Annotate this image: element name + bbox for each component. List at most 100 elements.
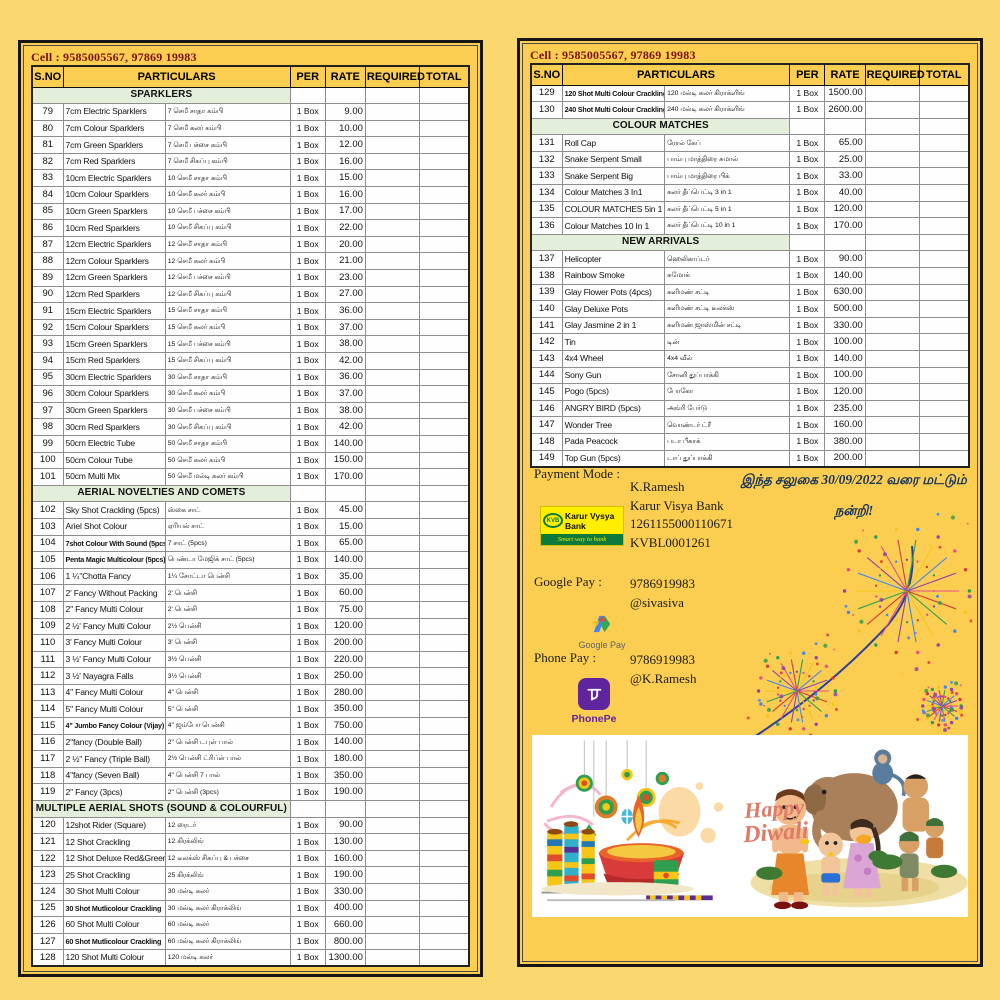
item-name-tamil: 3½ பென்சி (164, 650, 291, 669)
item-required-cell (364, 634, 420, 652)
item-name-tamil: 30 செமீ சிகப்பு கம்பி (164, 418, 291, 436)
item-row: 113 4'' Fancy Multi Colour 4" பென்சி 1 Box 2… (31, 683, 470, 702)
item-name-english: 12cm Electric Sparklers (62, 235, 166, 254)
item-name-english: Rainbow Smoke (561, 267, 666, 285)
item-per: 1 Box (789, 316, 826, 335)
phone-pay-label: Phone Pay : (534, 650, 597, 665)
item-sno: 147 (530, 416, 563, 434)
item-name-english: 30 Shot Mutlicolour Crackling (62, 899, 166, 918)
item-sno: 117 (31, 750, 64, 768)
item-row: 112 3 ½' Nayagra Falls 3½ பென்சி 1 Box 250.0… (31, 667, 470, 685)
item-required-cell (364, 600, 420, 619)
item-name-english: 10cm Green Sparklers (62, 202, 166, 221)
phone-pay-handle: @K.Ramesh (630, 671, 697, 686)
item-row: 105 Penta Magic Multicolour (5pcs) பெண்டா … (31, 551, 470, 569)
item-rate: 200.00 (324, 634, 366, 652)
item-name-tamil: 15 செமீ பச்சை கம்பி (164, 335, 291, 353)
item-rate: 15.00 (324, 169, 366, 188)
empty-rate-cell (824, 117, 866, 136)
kvb-bank-logo: KVB Karur Vysya Bank Smart way to bank (540, 506, 624, 546)
phone-pay-number: 9786919983 (630, 652, 695, 667)
item-total-cell (918, 217, 970, 235)
item-total-cell (418, 551, 470, 569)
item-name-english: 12cm Green Sparklers (62, 269, 166, 287)
item-name-english: 2''fancy (Double Ball) (62, 733, 166, 752)
bushes (756, 850, 958, 880)
item-name-english: 12 Shot Crackling (62, 833, 166, 851)
item-required-cell (864, 316, 920, 335)
item-row: 138 Rainbow Smoke சுமோக் 1 Box 140.00 (530, 267, 970, 285)
section-header: SPARKLERS (31, 86, 291, 105)
item-name-tamil: பாம்பு மாத்திரை சுமால் (664, 150, 791, 169)
item-name-english: Snake Serpent Big (561, 167, 666, 186)
item-per: 1 Box (289, 385, 326, 403)
item-per: 1 Box (789, 383, 826, 401)
item-required-cell (864, 267, 920, 285)
item-per: 1 Box (789, 416, 826, 434)
item-rate: 10.00 (324, 119, 366, 138)
item-row: 95 30cm Electric Sparklers 30 செமீ சாதா கம… (31, 368, 470, 387)
section-header: AERIAL NOVELTIES AND COMETS (31, 484, 291, 503)
item-total-cell (418, 883, 470, 901)
item-name-tamil: கலர் தீப்பெட்டி 3 in 1 (664, 184, 791, 202)
item-name-english: 10cm Electric Sparklers (62, 169, 166, 188)
item-name-english: Glay Flower Pots (4pcs) (561, 283, 666, 302)
item-rate: 400.00 (324, 899, 366, 918)
item-name-tamil: 4" ஜம்போ பென்சி (164, 717, 291, 735)
item-required-cell (864, 333, 920, 351)
item-name-tamil: 240 மல்டி கலர் கிராக்ளிங் (664, 101, 791, 119)
item-required-cell (364, 833, 420, 851)
item-name-english: COLOUR MATCHES 5in 1 (561, 200, 666, 219)
item-total-cell (918, 150, 970, 169)
item-total-cell (418, 534, 470, 553)
item-sno: 148 (530, 432, 563, 451)
item-per: 1 Box (289, 269, 326, 287)
right-price-table: S.NO PARTICULARS PER RATE REQUIRED TOTAL… (530, 63, 970, 468)
item-rate: 235.00 (824, 399, 866, 418)
item-name-tamil: 12 செமீ கலர் கம்பி (164, 252, 291, 271)
item-name-english: Helicopter (561, 250, 666, 269)
item-name-english: 4'' Fancy Multi Colour (62, 683, 166, 702)
item-name-tamil: 12 டீலக்ஸ் சிகப்பு & பச்சை (164, 849, 291, 868)
item-total-cell (418, 866, 470, 884)
item-rate: 16.00 (324, 152, 366, 171)
item-required-cell (864, 250, 920, 269)
item-sno: 127 (31, 932, 64, 951)
item-rate: 630.00 (824, 283, 866, 302)
item-total-cell (418, 302, 470, 320)
item-name-tamil: 50 செமீ மல்டி கலர் கம்பி (164, 468, 291, 486)
item-required-cell (364, 667, 420, 685)
item-name-tamil: 12 கிரக்லிங் (164, 833, 291, 851)
item-rate: 190.00 (324, 866, 366, 884)
item-required-cell (864, 432, 920, 451)
diwali-illustration-strip: Happy Diwali (532, 735, 968, 917)
item-sno: 95 (31, 368, 64, 387)
item-total-cell (918, 333, 970, 351)
item-required-cell (864, 150, 920, 169)
item-per: 1 Box (289, 468, 326, 486)
item-row: 94 15cm Red Sparklers 15 செமீ சிகப்பு கம்ப… (31, 352, 470, 370)
item-name-tamil: 4x4 வீல் (664, 350, 791, 368)
google-pay-icon (593, 615, 611, 633)
item-row: 114 5" Fancy Multi Colour 5" பென்சி 1 Box 35… (31, 700, 470, 719)
item-per: 1 Box (289, 418, 326, 436)
item-per: 1 Box (289, 949, 326, 967)
item-per: 1 Box (789, 84, 826, 103)
item-sno: 100 (31, 451, 64, 470)
item-total-cell (918, 167, 970, 186)
item-name-tamil: ஏரியல் சாட் (164, 517, 291, 536)
item-total-cell (418, 434, 470, 453)
item-sno: 133 (530, 167, 563, 186)
item-name-tamil: 2" பென்சி (3pcs) (164, 783, 291, 802)
item-rate: 180.00 (324, 750, 366, 768)
item-name-english: 10cm Red Sparklers (62, 219, 166, 237)
item-required-cell (364, 899, 420, 918)
item-row: 149 Top Gun (5pcs) டாப் துப்பாக்கி 1 Box 200… (530, 449, 970, 468)
item-row: 79 7cm Electric Sparklers 7 செமீ சாதா கம்ப… (31, 103, 470, 121)
item-total-cell (418, 368, 470, 387)
item-name-tamil: 7 செமீ சாதா கம்பி (164, 103, 291, 121)
item-row: 136 Colour Matches 10 In 1 கலர் தீப்பெட்டி… (530, 217, 970, 235)
col-header-sno: S.NO (530, 63, 563, 86)
item-sno: 111 (31, 650, 64, 669)
item-name-tamil: 12 ரைடர் (164, 816, 291, 835)
